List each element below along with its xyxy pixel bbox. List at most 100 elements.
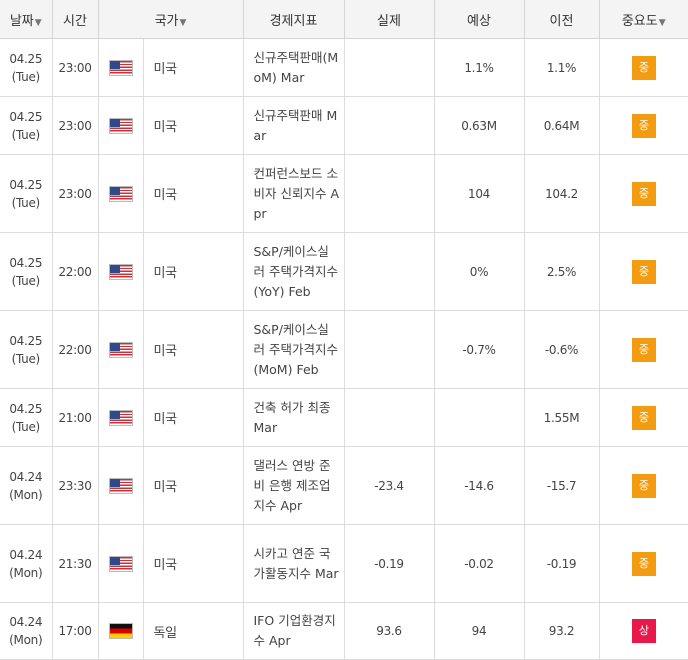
actual-cell: -0.19	[343, 524, 435, 603]
actual-cell	[343, 96, 435, 155]
date-weekday: (Tue)	[11, 419, 41, 434]
us-flag-icon	[108, 185, 133, 202]
flag-cell	[97, 602, 144, 660]
time-cell: 23:00	[51, 154, 99, 233]
country-cell: 독일	[142, 602, 244, 660]
table-row[interactable]: 04.25 (Tue) 23:00 미국 신규주택판매(MoM) Mar 1.1% 1.1%…	[0, 38, 688, 97]
header-importance[interactable]: 중요도▼	[598, 0, 688, 39]
us-flag-icon	[108, 555, 133, 572]
table-row[interactable]: 04.25 (Tue) 22:00 미국 S&P/케이스실러 주택가격지수(YoY) F…	[0, 232, 688, 311]
importance-cell: 중	[598, 154, 688, 233]
previous-cell: -0.6%	[523, 310, 600, 389]
flag-cell	[97, 38, 144, 97]
header-date[interactable]: 날짜▼	[0, 0, 53, 39]
time-cell: 21:30	[51, 524, 99, 603]
indicator-cell[interactable]: S&P/케이스실러 주택가격지수(YoY) Feb	[242, 232, 345, 311]
sort-caret-icon: ▼	[179, 17, 187, 28]
time-cell: 23:00	[51, 96, 99, 155]
country-cell: 미국	[142, 38, 244, 97]
date-cell: 04.25 (Tue)	[0, 154, 53, 233]
us-flag-icon	[108, 117, 133, 134]
de-flag-icon	[108, 623, 133, 639]
forecast-cell: -0.02	[433, 524, 525, 603]
previous-cell: -15.7	[523, 446, 600, 525]
importance-cell: 중	[598, 524, 688, 603]
flag-cell	[97, 96, 144, 155]
table-row[interactable]: 04.25 (Tue) 23:00 미국 신규주택판매 Mar 0.63M 0.64M 중	[0, 96, 688, 155]
importance-badge: 중	[631, 405, 656, 430]
us-flag-icon	[108, 341, 133, 358]
indicator-cell[interactable]: 신규주택판매 Mar	[242, 96, 345, 155]
country-cell: 미국	[142, 388, 244, 447]
date-day: 04.25	[9, 401, 43, 416]
time-cell: 23:00	[51, 38, 99, 97]
indicator-cell[interactable]: S&P/케이스실러 주택가격지수(MoM) Feb	[242, 310, 345, 389]
actual-cell: 93.6	[343, 602, 435, 660]
importance-badge: 중	[631, 337, 656, 362]
date-cell: 04.25 (Tue)	[0, 96, 53, 155]
date-weekday: (Tue)	[11, 351, 41, 366]
importance-cell: 중	[598, 310, 688, 389]
date-day: 04.24	[9, 615, 43, 629]
importance-cell: 상	[598, 602, 688, 660]
date-cell: 04.24 (Mon)	[0, 446, 53, 525]
importance-badge: 중	[631, 473, 656, 498]
flag-cell	[97, 524, 144, 603]
table-row[interactable]: 04.25 (Tue) 21:00 미국 건축 허가 최종 Mar 1.55M 중	[0, 388, 688, 447]
importance-cell: 중	[598, 96, 688, 155]
forecast-cell: 0%	[433, 232, 525, 311]
previous-cell: 1.1%	[523, 38, 600, 97]
importance-badge: 중	[631, 181, 656, 206]
importance-badge: 중	[631, 113, 656, 138]
sort-caret-icon: ▼	[34, 17, 42, 28]
indicator-cell[interactable]: IFO 기업환경지수 Apr	[242, 602, 345, 660]
importance-cell: 중	[598, 232, 688, 311]
date-cell: 04.24 (Mon)	[0, 524, 53, 603]
table-header-row: 날짜▼ 시간 국가▼ 경제지표 실제 예상 이전 중요도▼	[0, 0, 688, 39]
date-cell: 04.25 (Tue)	[0, 38, 53, 97]
flag-cell	[97, 154, 144, 233]
time-cell: 17:00	[51, 602, 99, 660]
indicator-cell[interactable]: 댈러스 연방 준비 은행 제조업 지수 Apr	[242, 446, 345, 525]
forecast-cell	[433, 388, 525, 447]
indicator-cell[interactable]: 신규주택판매(MoM) Mar	[242, 38, 345, 97]
header-country[interactable]: 국가▼	[97, 0, 244, 39]
table-row[interactable]: 04.25 (Tue) 23:00 미국 컨퍼런스보드 소비자 신뢰지수 Apr 104 1…	[0, 154, 688, 233]
date-day: 04.25	[9, 51, 43, 66]
actual-cell	[343, 38, 435, 97]
table-row[interactable]: 04.24 (Mon) 17:00 독일 IFO 기업환경지수 Apr 93.6 94 93.…	[0, 602, 688, 660]
date-weekday: (Tue)	[11, 69, 41, 84]
forecast-cell: 104	[433, 154, 525, 233]
header-actual: 실제	[343, 0, 435, 39]
date-weekday: (Mon)	[9, 565, 43, 580]
indicator-cell[interactable]: 시카고 연준 국가활동지수 Mar	[242, 524, 345, 603]
importance-cell: 중	[598, 38, 688, 97]
table-row[interactable]: 04.24 (Mon) 21:30 미국 시카고 연준 국가활동지수 Mar -0.19-…	[0, 524, 688, 603]
table-row[interactable]: 04.24 (Mon) 23:30 미국 댈러스 연방 준비 은행 제조업 지수 Apr…	[0, 446, 688, 525]
date-weekday: (Mon)	[9, 633, 43, 647]
us-flag-icon	[108, 59, 133, 76]
country-cell: 미국	[142, 446, 244, 525]
country-cell: 미국	[142, 310, 244, 389]
forecast-cell: 94	[433, 602, 525, 660]
date-weekday: (Tue)	[11, 127, 41, 142]
country-cell: 미국	[142, 154, 244, 233]
forecast-cell: -0.7%	[433, 310, 525, 389]
actual-cell	[343, 232, 435, 311]
indicator-cell[interactable]: 건축 허가 최종 Mar	[242, 388, 345, 447]
date-cell: 04.25 (Tue)	[0, 310, 53, 389]
flag-cell	[97, 446, 144, 525]
date-weekday: (Tue)	[11, 273, 41, 288]
us-flag-icon	[108, 409, 133, 426]
forecast-cell: 1.1%	[433, 38, 525, 97]
table-row[interactable]: 04.25 (Tue) 22:00 미국 S&P/케이스실러 주택가격지수(MoM) F…	[0, 310, 688, 389]
importance-badge: 상	[631, 619, 656, 643]
importance-badge: 중	[631, 259, 656, 284]
forecast-cell: -14.6	[433, 446, 525, 525]
previous-cell: 0.64M	[523, 96, 600, 155]
date-day: 04.24	[9, 547, 43, 562]
flag-cell	[97, 388, 144, 447]
indicator-cell[interactable]: 컨퍼런스보드 소비자 신뢰지수 Apr	[242, 154, 345, 233]
us-flag-icon	[108, 477, 133, 494]
header-indicator: 경제지표	[242, 0, 345, 39]
